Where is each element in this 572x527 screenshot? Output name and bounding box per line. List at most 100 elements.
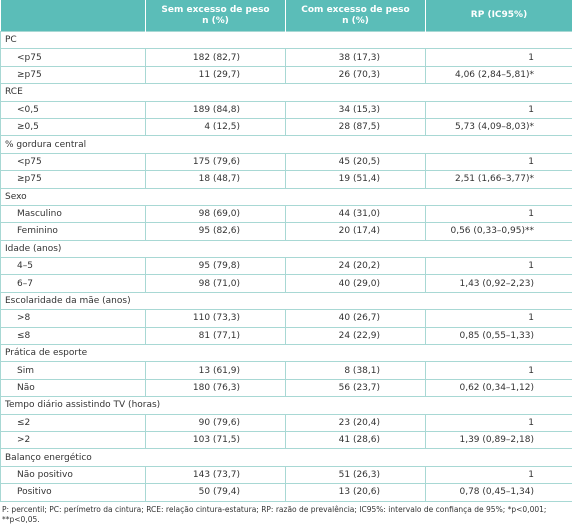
row-label: Positivo [0, 483, 146, 502]
row-label: <p75 [0, 152, 146, 172]
cell: 175 (79,6) [145, 152, 286, 172]
header-text: n (%) [202, 15, 229, 26]
cell: 45 (20,5) [285, 152, 426, 172]
footnote: P: percentil; PC: perímetro da cintura; … [2, 504, 547, 524]
cell: 44 (31,0) [285, 204, 426, 224]
cell: 11 (29,7) [145, 65, 286, 85]
data-row: ≥p75 11 (29,7) 26 (70,3) 4,06 (2,84–5,81)* [0, 65, 572, 85]
cell: 41 (28,6) [285, 430, 426, 450]
cell: 1 [425, 413, 572, 432]
header-text: n (%) [342, 15, 369, 26]
cell: 24 (22,9) [285, 326, 426, 346]
cell: 34 (15,3) [285, 100, 426, 119]
data-row: Positivo 50 (79,4) 13 (20,6) 0,78 (0,45–1,3… [0, 483, 572, 502]
row-label: >2 [0, 430, 146, 450]
row-label: Masculino [0, 204, 146, 224]
row-label: ≥p75 [0, 170, 146, 189]
section-label: RCE [0, 83, 572, 102]
header-text: Sem excesso de peso [161, 4, 270, 15]
section-label: Sexo [0, 187, 572, 206]
cell: 56 (23,7) [285, 378, 426, 398]
section-row: RCE [0, 83, 572, 102]
row-label: >8 [0, 309, 146, 328]
section-label: % gordura central [0, 135, 572, 154]
cell: 4 (12,5) [145, 117, 286, 137]
cell: 1 [425, 204, 572, 224]
data-row: 6–7 98 (71,0) 40 (29,0) 1,43 (0,92–2,23) [0, 274, 572, 293]
row-label: Não [0, 378, 146, 398]
header-row: Sem excesso de peso n (%) Com excesso de p… [0, 0, 572, 32]
section-label: Escolaridade da mãe (anos) [0, 291, 572, 311]
data-row: ≤2 90 (79,6) 23 (20,4) 1 [0, 413, 572, 432]
row-label: <p75 [0, 48, 146, 67]
data-row: ≤8 81 (77,1) 24 (22,9) 0,85 (0,55–1,33) [0, 326, 572, 346]
cell: 189 (84,8) [145, 100, 286, 119]
cell: 1 [425, 361, 572, 380]
row-label: Não positivo [0, 465, 146, 485]
section-label: Idade (anos) [0, 239, 572, 259]
cell: 20 (17,4) [285, 222, 426, 241]
cell: 28 (87,5) [285, 117, 426, 137]
cell: 0,85 (0,55–1,33) [425, 326, 572, 346]
cell: 95 (79,8) [145, 257, 286, 276]
cell: 182 (82,7) [145, 48, 286, 67]
cell: 38 (17,3) [285, 48, 426, 67]
data-row: Sim 13 (61,9) 8 (38,1) 1 [0, 361, 572, 380]
data-row: Feminino 95 (82,6) 20 (17,4) 0,56 (0,33–0,9… [0, 222, 572, 241]
cell: 180 (76,3) [145, 378, 286, 398]
data-row: <p75 175 (79,6) 45 (20,5) 1 [0, 152, 572, 172]
data-row: 4–5 95 (79,8) 24 (20,2) 1 [0, 257, 572, 276]
cell: 1 [425, 257, 572, 276]
cell: 51 (26,3) [285, 465, 426, 485]
cell: 40 (29,0) [285, 274, 426, 293]
cell: 0,56 (0,33–0,95)** [425, 222, 572, 241]
cell: 18 (48,7) [145, 170, 286, 189]
cell: 1,43 (0,92–2,23) [425, 274, 572, 293]
data-row: Masculino 98 (69,0) 44 (31,0) 1 [0, 204, 572, 224]
cell: 19 (51,4) [285, 170, 426, 189]
section-label: Prática de esporte [0, 344, 572, 363]
section-row: Idade (anos) [0, 239, 572, 259]
section-label: PC [0, 30, 572, 50]
cell: 8 (38,1) [285, 361, 426, 380]
row-label: ≥p75 [0, 65, 146, 85]
cell: 1,39 (0,89–2,18) [425, 430, 572, 450]
data-row: ≥p75 18 (48,7) 19 (51,4) 2,51 (1,66–3,77)* [0, 170, 572, 189]
cell: 2,51 (1,66–3,77)* [425, 170, 572, 189]
row-label: ≤2 [0, 413, 146, 432]
data-row: <0,5 189 (84,8) 34 (15,3) 1 [0, 100, 572, 119]
header-cell: RP (IC95%) [425, 0, 572, 32]
cell: 98 (71,0) [145, 274, 286, 293]
row-label: Sim [0, 361, 146, 380]
row-label: 6–7 [0, 274, 146, 293]
row-label: ≤8 [0, 326, 146, 346]
header-cell [0, 0, 146, 32]
cell: 0,78 (0,45–1,34) [425, 483, 572, 502]
header-text: Com excesso de peso [301, 4, 410, 15]
header-cell: Sem excesso de peso n (%) [145, 0, 286, 32]
cell: 1 [425, 48, 572, 67]
cell: 13 (20,6) [285, 483, 426, 502]
cell: 110 (73,3) [145, 309, 286, 328]
data-row: >2 103 (71,5) 41 (28,6) 1,39 (0,89–2,18) [0, 430, 572, 450]
row-label: <0,5 [0, 100, 146, 119]
cell: 23 (20,4) [285, 413, 426, 432]
row-label: Feminino [0, 222, 146, 241]
cell: 1 [425, 465, 572, 485]
cell: 1 [425, 100, 572, 119]
header-cell: Com excesso de peso n (%) [285, 0, 426, 32]
data-row: ≥0,5 4 (12,5) 28 (87,5) 5,73 (4,09–8,03)* [0, 117, 572, 137]
section-row: Escolaridade da mãe (anos) [0, 291, 572, 311]
row-label: ≥0,5 [0, 117, 146, 137]
section-row: Balanço energético [0, 448, 572, 467]
cell: 81 (77,1) [145, 326, 286, 346]
header-text: RP (IC95%) [470, 10, 528, 20]
section-label: Tempo diário assistindo TV (horas) [0, 396, 572, 415]
cell: 26 (70,3) [285, 65, 426, 85]
cell: 0,62 (0,34–1,12) [425, 378, 572, 398]
cell: 50 (79,4) [145, 483, 286, 502]
cell: 98 (69,0) [145, 204, 286, 224]
data-row: <p75 182 (82,7) 38 (17,3) 1 [0, 48, 572, 67]
cell: 143 (73,7) [145, 465, 286, 485]
